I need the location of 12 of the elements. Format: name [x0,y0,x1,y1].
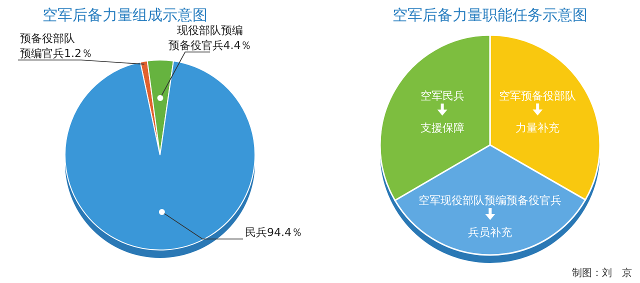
text: 支援保障 [420,122,464,135]
slice-label: 预备役部队预编官兵1.2％ [20,32,92,60]
slice-label: 空军预备役部队 [499,89,576,102]
chart-title: 空军后备力量组成示意图 [42,6,208,24]
text: 制图：刘 京 [572,267,632,279]
slice-label: 现役部队预编预备役官兵4.4％ [168,24,252,52]
text: 兵员补充 [468,226,512,239]
slice-label: 空军现役部队预编预备役官兵 [418,194,562,207]
chart-title: 空军后备力量职能任务示意图 [392,6,588,24]
slice-label: 空军民兵 [420,90,464,103]
text: 力量补充 [516,121,560,134]
slice-label: 民兵94.4％ [245,226,302,239]
